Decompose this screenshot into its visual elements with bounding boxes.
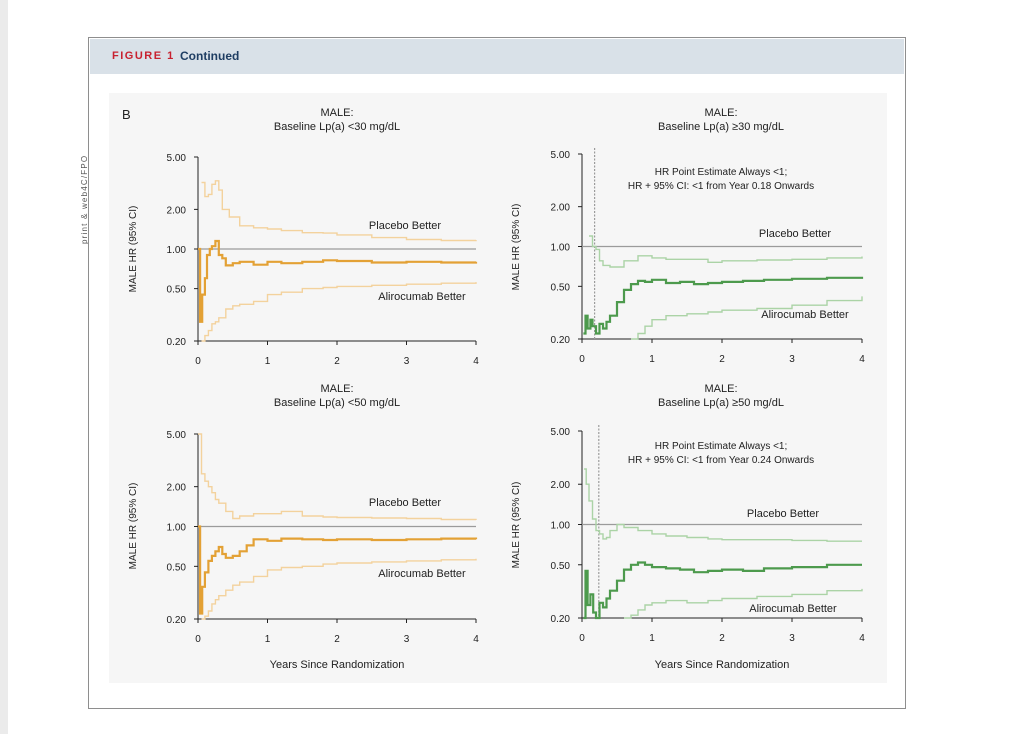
annotation-note-line-1: HR Point Estimate Always <1; xyxy=(655,167,788,178)
annotation-placebo-better: Placebo Better xyxy=(747,508,819,520)
y-tick-label: 2.00 xyxy=(551,203,571,214)
y-tick-label: 2.00 xyxy=(167,483,187,494)
series-upper-ci-line xyxy=(589,235,863,268)
series-hr-line xyxy=(198,239,478,323)
series-hr-line xyxy=(583,276,864,335)
x-tick-label: 4 xyxy=(473,356,479,367)
chart-title-line: MALE: xyxy=(320,107,353,119)
series-lower-ci-line xyxy=(201,558,477,620)
chart-title-line: Baseline Lp(a) ≥50 mg/dL xyxy=(658,397,784,409)
chart-panel-bottom-left: MALE: Baseline Lp(a) <50 mg/dL MALE HR (95… xyxy=(128,383,479,671)
x-tick-label: 3 xyxy=(404,634,410,645)
series-upper-ci-line xyxy=(201,180,477,242)
chart-title-line: MALE: xyxy=(704,107,737,119)
x-tick-label: 1 xyxy=(649,633,655,644)
figure-header: FIGURE 1 Continued xyxy=(90,39,904,74)
x-tick-label: 0 xyxy=(195,356,201,367)
annotation-note-line-2: HR + 95% CI: <1 from Year 0.18 Onwards xyxy=(628,181,814,192)
figure-subtitle: Continued xyxy=(180,49,240,63)
chart-title-line: Baseline Lp(a) <30 mg/dL xyxy=(274,121,400,133)
annotation-alirocumab-better: Alirocumab Better xyxy=(378,568,466,580)
y-tick-label: 1.00 xyxy=(551,521,571,532)
x-tick-label: 0 xyxy=(195,634,201,645)
x-tick-label: 3 xyxy=(404,356,410,367)
series-lower-ci-line xyxy=(201,282,477,342)
y-tick-label: 0.20 xyxy=(167,337,187,348)
y-tick-label: 1.00 xyxy=(551,243,571,254)
chart-title-line: MALE: xyxy=(320,383,353,395)
chart-panel-top-right: MALE: Baseline Lp(a) ≥30 mg/dL MALE HR (95… xyxy=(511,107,865,365)
y-tick-label: 2.00 xyxy=(167,205,187,216)
x-tick-label: 1 xyxy=(265,634,271,645)
series-lower-ci-line xyxy=(624,588,863,619)
x-tick-label: 1 xyxy=(265,356,271,367)
y-tick-label: 5.00 xyxy=(551,427,571,438)
y-tick-label: 2.00 xyxy=(551,480,571,491)
x-axis-label: Years Since Randomization xyxy=(270,659,405,671)
y-tick-label: 0.50 xyxy=(551,282,571,293)
y-tick-label: 0.50 xyxy=(167,285,187,296)
x-tick-label: 4 xyxy=(859,633,865,644)
y-tick-label: 0.50 xyxy=(167,562,187,573)
y-axis-label: MALE HR (95% CI) xyxy=(511,204,522,291)
figure-label: FIGURE 1 xyxy=(112,50,175,62)
annotation-placebo-better: Placebo Better xyxy=(759,228,831,240)
annotation-note-line-2: HR + 95% CI: <1 from Year 0.24 Onwards xyxy=(628,455,814,466)
y-tick-label: 0.20 xyxy=(167,615,187,626)
y-tick-label: 5.00 xyxy=(167,430,187,441)
chart-title-line: Baseline Lp(a) ≥30 mg/dL xyxy=(658,121,784,133)
x-tick-label: 3 xyxy=(789,354,795,365)
series-upper-ci-line xyxy=(584,468,862,542)
y-axis-label: MALE HR (95% CI) xyxy=(128,206,139,293)
y-tick-label: 1.00 xyxy=(167,245,187,256)
annotation-alirocumab-better: Alirocumab Better xyxy=(749,603,837,615)
y-tick-label: 1.00 xyxy=(167,523,187,534)
chart-panel-top-left: MALE: Baseline Lp(a) <30 mg/dL MALE HR (95… xyxy=(128,107,479,367)
x-tick-label: 2 xyxy=(719,354,725,365)
x-tick-label: 0 xyxy=(579,633,585,644)
annotation-placebo-better: Placebo Better xyxy=(369,497,441,509)
annotation-alirocumab-better: Alirocumab Better xyxy=(378,291,466,303)
y-tick-label: 5.00 xyxy=(167,153,187,164)
y-tick-label: 5.00 xyxy=(551,150,571,161)
y-tick-label: 0.20 xyxy=(551,335,571,346)
x-tick-label: 2 xyxy=(334,634,340,645)
x-tick-label: 4 xyxy=(473,634,479,645)
chart-panel-bottom-right: MALE: Baseline Lp(a) ≥50 mg/dL MALE HR (95… xyxy=(511,383,865,671)
series-hr-line xyxy=(583,561,862,620)
y-axis-label: MALE HR (95% CI) xyxy=(511,482,522,569)
panel-letter: B xyxy=(122,107,131,122)
series-upper-ci-line xyxy=(198,433,477,521)
x-tick-label: 1 xyxy=(649,354,655,365)
series-lower-ci-line xyxy=(631,296,863,340)
y-axis-label: MALE HR (95% CI) xyxy=(128,483,139,570)
page-edge-strip xyxy=(0,0,8,734)
annotation-placebo-better: Placebo Better xyxy=(369,220,441,232)
x-tick-label: 0 xyxy=(579,354,585,365)
annotation-alirocumab-better: Alirocumab Better xyxy=(761,309,849,321)
chart-title-line: Baseline Lp(a) <50 mg/dL xyxy=(274,397,400,409)
x-tick-label: 2 xyxy=(334,356,340,367)
y-tick-label: 0.50 xyxy=(551,561,571,572)
figure-frame: FIGURE 1 Continued xyxy=(88,37,906,709)
series-hr-line xyxy=(198,525,478,615)
x-tick-label: 3 xyxy=(789,633,795,644)
annotation-note-line-1: HR Point Estimate Always <1; xyxy=(655,441,788,452)
x-tick-label: 2 xyxy=(719,633,725,644)
y-tick-label: 0.20 xyxy=(551,614,571,625)
chart-title-line: MALE: xyxy=(704,383,737,395)
x-axis-label: Years Since Randomization xyxy=(655,659,790,671)
x-tick-label: 4 xyxy=(859,354,865,365)
